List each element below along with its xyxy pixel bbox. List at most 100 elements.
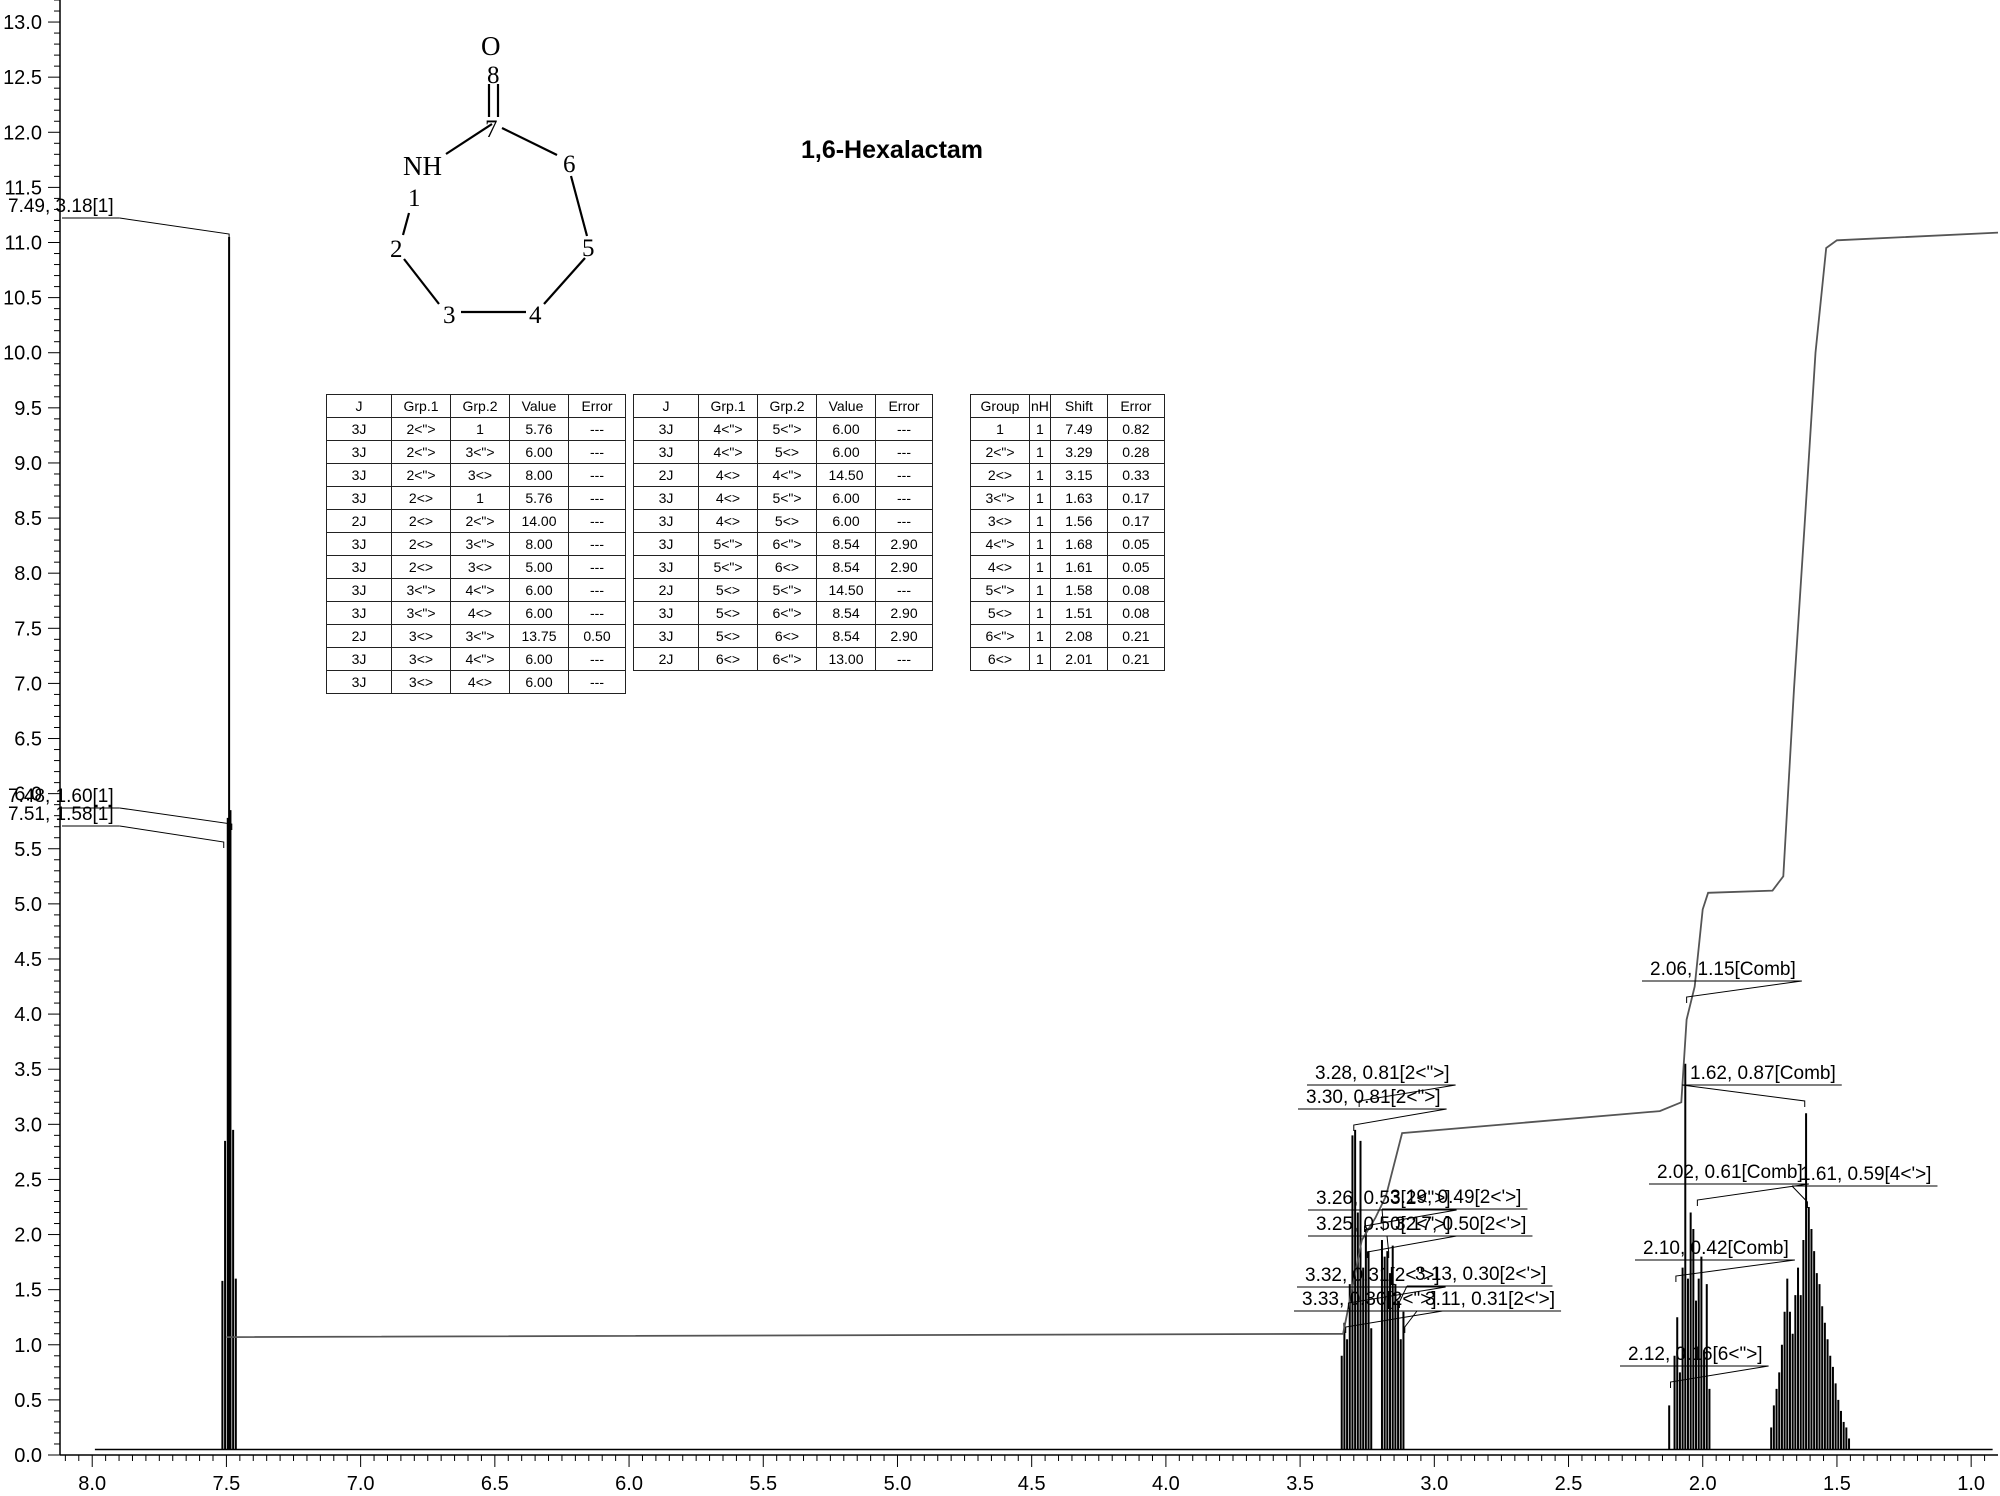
peak-label: 7.49, 3.18[1] <box>8 196 114 217</box>
table-cell: 3<"> <box>970 486 1030 510</box>
table-cell: --- <box>568 578 626 602</box>
table-cell: 4<> <box>450 601 510 625</box>
table-cell: 0.82 <box>1106 417 1165 441</box>
table-cell: 2<"> <box>391 463 451 487</box>
table-cell: 7.49 <box>1049 417 1108 441</box>
table-header-cell: Value <box>509 394 569 418</box>
peak-label: 3.13, 0.30[2<'>] <box>1415 1264 1546 1285</box>
table-cell: 3J <box>326 555 392 579</box>
table-row: 5<"> 1 1.58 0.08 <box>970 578 1165 602</box>
table-cell: 6<> <box>757 624 817 648</box>
table-cell: --- <box>568 486 626 510</box>
peak-label: 1.62, 0.87[Comb] <box>1690 1063 1836 1084</box>
oxygen-label: O <box>481 31 501 61</box>
y-tick-label: 3.0 <box>14 1114 42 1136</box>
table-cell: 4<"> <box>757 463 817 487</box>
y-tick-label: 8.0 <box>14 563 42 585</box>
table-header-cell: nH <box>1029 394 1051 418</box>
table-cell: 3J <box>633 555 699 579</box>
peak-labels: 7.49, 3.18[1] 7.48, 1.60[1]7.51, 1.58[1] 3… <box>8 196 1938 1388</box>
table-cell: 1.63 <box>1049 486 1108 510</box>
coupling-table-1: J Grp.1 Grp.2 Value Error 3J 2<"> 1 5.76 --- 3J 2<"… <box>326 394 626 694</box>
table-cell: 1 <box>1029 486 1051 510</box>
y-tick-label: 5.5 <box>14 839 42 861</box>
table-cell: 1 <box>1029 578 1051 602</box>
table-cell: 6<"> <box>757 532 817 556</box>
table-row: 6<"> 1 2.08 0.21 <box>970 624 1165 648</box>
y-tick-label: 2.0 <box>14 1225 42 1247</box>
table-cell: 3<"> <box>391 578 451 602</box>
table-cell: 3<> <box>391 624 451 648</box>
peak-label-leader <box>1381 1208 1384 1231</box>
table-row: 3J 5<"> 6<"> 8.54 2.90 <box>633 532 933 556</box>
table-cell: 3.29 <box>1049 440 1108 464</box>
table-row: 3J 5<> 6<"> 8.54 2.90 <box>633 601 933 625</box>
x-tick-label: 7.0 <box>347 1473 375 1495</box>
table-cell: 2.90 <box>875 624 933 648</box>
table-cell: 1 <box>1029 555 1051 579</box>
peak-label: 7.51, 1.58[1] <box>8 804 114 825</box>
integral-curve <box>226 231 1999 1338</box>
peak-label: 3.28, 0.81[2<">] <box>1315 1063 1450 1084</box>
peak-label: 7.48, 1.60[1] <box>8 786 114 807</box>
table-cell: 5<"> <box>757 417 817 441</box>
table-cell: --- <box>568 509 626 533</box>
x-tick-label: 7.5 <box>213 1473 241 1495</box>
table-cell: 2<> <box>391 509 451 533</box>
y-tick-label: 6.0 <box>14 784 42 806</box>
table-cell: 1 <box>1029 417 1051 441</box>
table-cell: --- <box>568 532 626 556</box>
table-cell: 3J <box>633 601 699 625</box>
peak-label-leader <box>1358 1084 1456 1107</box>
table-cell: 3<> <box>450 463 510 487</box>
table-row: 3J 2<"> 1 5.76 --- <box>326 417 626 441</box>
table-row: 2<> 1 3.15 0.33 <box>970 463 1165 487</box>
y-tick-label: 0.0 <box>14 1445 42 1467</box>
table-header-cell: Value <box>816 394 876 418</box>
table-header-cell: J <box>633 394 699 418</box>
table-cell: 6<> <box>757 555 817 579</box>
atom-number-6: 6 <box>563 151 576 178</box>
table-row: 3J 2<> 3<> 5.00 --- <box>326 555 626 579</box>
table-cell: 2J <box>633 463 699 487</box>
peak-label: 2.10, 0.42[Comb] <box>1643 1238 1789 1259</box>
peak-label: 3.30, 0.81[2<">] <box>1306 1087 1441 1108</box>
table-cell: 4<"> <box>970 532 1030 556</box>
table-cell: 0.17 <box>1106 486 1165 510</box>
table-cell: 5<"> <box>698 555 758 579</box>
table-cell: 1 <box>1029 509 1051 533</box>
table-cell: 5<"> <box>698 532 758 556</box>
table-cell: 6.00 <box>509 440 569 464</box>
table-cell: 2J <box>326 509 392 533</box>
table-cell: 0.17 <box>1106 509 1165 533</box>
molecule-structure: O NH 1 2 3 4 5 6 7 8 <box>390 31 595 329</box>
table-cell: 3<> <box>970 509 1030 533</box>
table-cell: 3J <box>633 509 699 533</box>
peak-label: 3.17, 0.50[2<'>] <box>1395 1214 1526 1235</box>
x-tick-label: 2.0 <box>1689 1473 1717 1495</box>
peak-label-leader <box>119 217 230 240</box>
table-cell: 2J <box>326 624 392 648</box>
y-tick-label: 5.0 <box>14 894 42 916</box>
peak-label-leader <box>1686 980 1802 1003</box>
x-tick-label: 5.5 <box>749 1473 777 1495</box>
table-cell: 0.08 <box>1106 578 1165 602</box>
table-row: 3J 5<"> 6<> 8.54 2.90 <box>633 555 933 579</box>
table-cell: --- <box>875 486 933 510</box>
table-cell: --- <box>568 555 626 579</box>
spectrum-peaks <box>94 236 1993 1451</box>
table-row: 3J 2<> 3<"> 8.00 --- <box>326 532 626 556</box>
y-tick-label: 11.0 <box>5 233 42 255</box>
y-tick-label: 4.0 <box>14 1004 42 1026</box>
table-row: 3J 2<> 1 5.76 --- <box>326 486 626 510</box>
table-cell: 1 <box>1029 624 1051 648</box>
peak-label-leader <box>1791 1185 1808 1208</box>
x-tick-label: 4.5 <box>1018 1473 1046 1495</box>
peak-label-leader <box>1366 1235 1457 1258</box>
table-cell: 1 <box>1029 463 1051 487</box>
table-cell: 5<"> <box>970 578 1030 602</box>
peak-label-leader <box>1364 1209 1457 1232</box>
table-cell: 3J <box>326 417 392 441</box>
table-cell: 5<> <box>757 440 817 464</box>
peak-label-leader <box>1681 1084 1806 1107</box>
